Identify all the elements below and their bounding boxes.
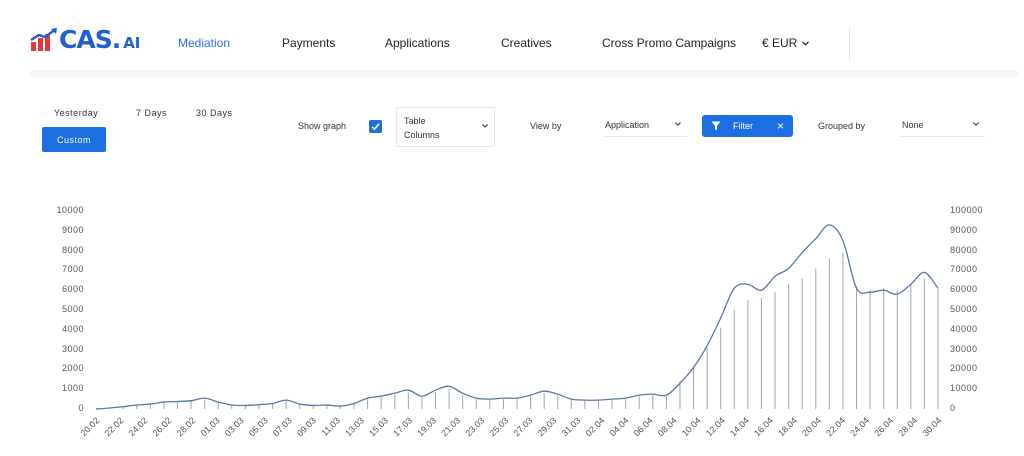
x-axis-tick-label: 09.03 xyxy=(295,415,318,438)
chart-series-line xyxy=(95,224,939,410)
metric-select-line1: Table xyxy=(404,116,426,126)
x-axis-tick-label: 25.03 xyxy=(487,415,510,438)
x-axis-tick-label: 24.02 xyxy=(127,415,150,438)
brand-name: CAS. xyxy=(59,25,121,54)
x-axis-tick-label: 22.04 xyxy=(824,415,847,438)
x-axis-tick-label: 18.04 xyxy=(776,415,799,438)
x-axis-tick-label: 01.03 xyxy=(199,415,222,438)
cas-ai-logo[interactable]: CAS. AI xyxy=(30,25,141,54)
chart-plot: 20.02 22.02 24.02 26.02 28.02 01.03 03.03 05.03… xyxy=(78,224,943,438)
nav-cross-promo-campaigns[interactable]: Cross Promo Campaigns xyxy=(602,36,737,50)
left-axis-tick-label: 8000 xyxy=(61,244,84,255)
filter-icon xyxy=(711,121,721,131)
range-30-days[interactable]: 30 Days xyxy=(196,108,233,118)
range-yesterday[interactable]: Yesterday xyxy=(54,108,99,118)
x-axis-tick-label: 24.04 xyxy=(848,415,871,438)
nav-divider xyxy=(849,28,850,60)
right-axis-tick-label: 10000 xyxy=(950,383,978,394)
view-by-label: View by xyxy=(530,121,562,131)
currency-selector[interactable]: € EUR xyxy=(762,36,810,50)
x-axis-tick-label: 23.03 xyxy=(463,415,486,438)
right-axis-tick-label: 50000 xyxy=(950,304,978,314)
grouped-by-select[interactable]: None xyxy=(899,114,985,137)
left-axis-tick-label: 4000 xyxy=(61,323,84,334)
x-axis-tick-label: 16.04 xyxy=(752,415,775,438)
x-axis-tick-label: 28.02 xyxy=(175,415,198,438)
right-axis-tick-label: 80000 xyxy=(950,244,978,255)
x-axis-tick-label: 03.03 xyxy=(223,415,246,438)
left-axis-tick-label: 6000 xyxy=(61,284,84,295)
right-axis-tick-label: 30000 xyxy=(950,343,978,354)
x-axis-tick-label: 07.03 xyxy=(271,415,294,438)
left-axis-tick-label: 5000 xyxy=(61,304,84,314)
x-axis-tick-label: 27.03 xyxy=(511,415,534,438)
clear-filter-icon[interactable]: × xyxy=(776,119,784,133)
right-axis-tick-label: 40000 xyxy=(950,323,978,334)
chevron-down-icon xyxy=(675,122,681,126)
x-axis-tick-label: 21.03 xyxy=(439,415,462,438)
x-axis-tick-label: 19.03 xyxy=(415,415,438,438)
x-axis-tick-label: 30.04 xyxy=(920,415,943,438)
x-axis-tick-label: 17.03 xyxy=(391,415,414,438)
metric-columns-select[interactable]: Table Columns xyxy=(396,107,495,147)
x-axis-tick-label: 13.03 xyxy=(343,415,366,438)
header-shadow xyxy=(30,70,1018,78)
x-axis-tick-label: 26.04 xyxy=(872,415,895,438)
chevron-down-icon xyxy=(973,122,979,126)
x-axis-tick-label: 31.03 xyxy=(560,415,583,438)
right-axis-tick-label: 100000 xyxy=(950,205,984,215)
x-axis-tick-label: 20.02 xyxy=(78,415,101,438)
x-axis-tick-label: 05.03 xyxy=(247,415,270,438)
right-axis-tick-label: 60000 xyxy=(950,284,978,295)
left-axis-tick-label: 1000 xyxy=(61,383,84,394)
left-axis-tick-label: 3000 xyxy=(61,343,84,354)
x-axis-tick-label: 29.03 xyxy=(535,415,558,438)
right-axis-tick-label: 90000 xyxy=(950,224,978,235)
grouped-by-value: None xyxy=(902,120,924,130)
right-axis-tick-label: 70000 xyxy=(950,264,978,275)
left-axis-tick-label: 2000 xyxy=(61,363,84,374)
left-axis-tick-label: 7000 xyxy=(61,264,84,275)
right-axis-tick-label: 20000 xyxy=(950,363,978,374)
currency-label: € EUR xyxy=(762,36,798,50)
x-axis-tick-label: 22.02 xyxy=(102,415,125,438)
filter-label: Filter xyxy=(733,121,753,131)
x-axis-tick-label: 08.04 xyxy=(656,415,679,438)
x-axis-tick-label: 02.04 xyxy=(584,415,607,438)
filter-button[interactable]: Filter × xyxy=(702,115,793,137)
checkmark-icon xyxy=(371,123,380,131)
chevron-down-icon xyxy=(482,124,488,128)
nav-payments[interactable]: Payments xyxy=(282,36,336,50)
x-axis-tick-label: 10.04 xyxy=(680,415,703,438)
x-axis-tick-label: 28.04 xyxy=(896,415,919,438)
view-by-select[interactable]: Application xyxy=(603,114,687,137)
nav-mediation[interactable]: Mediation xyxy=(178,36,231,50)
custom-range-button[interactable]: Custom xyxy=(42,127,106,152)
left-axis-tick-label: 10000 xyxy=(56,205,84,215)
x-axis-tick-label: 15.03 xyxy=(367,415,390,438)
x-axis-tick-label: 14.04 xyxy=(728,415,751,438)
x-axis-tick-label: 26.02 xyxy=(151,415,174,438)
left-axis-tick-label: 9000 xyxy=(61,224,84,235)
top-navigation: CAS. AI Mediation Payments Applications … xyxy=(0,0,1024,78)
right-axis-tick-label: 0 xyxy=(950,403,956,413)
nav-applications[interactable]: Applications xyxy=(385,36,450,50)
chevron-down-icon xyxy=(802,40,810,46)
range-7-days[interactable]: 7 Days xyxy=(136,108,168,118)
grouped-by-label: Grouped by xyxy=(818,121,866,131)
view-by-value: Application xyxy=(605,120,650,130)
x-axis-tick-label: 04.04 xyxy=(608,415,631,438)
show-graph-checkbox[interactable] xyxy=(369,120,382,133)
nav-creatives[interactable]: Creatives xyxy=(501,36,552,50)
x-axis-tick-label: 12.04 xyxy=(704,415,727,438)
x-axis-tick-label: 06.04 xyxy=(632,415,655,438)
logo-chart-icon xyxy=(30,28,57,51)
metric-select-line2: Columns xyxy=(404,130,440,140)
brand-suffix: AI xyxy=(123,34,141,52)
x-axis-tick-label: 11.03 xyxy=(319,415,342,438)
x-axis-tick-label: 20.04 xyxy=(800,415,823,438)
stats-chart: 0 1000 2000 3000 4000 5000 6000 7000 8000 9000 100… xyxy=(0,195,1024,456)
left-axis-tick-label: 0 xyxy=(78,403,84,413)
show-graph-label: Show graph xyxy=(298,121,347,131)
